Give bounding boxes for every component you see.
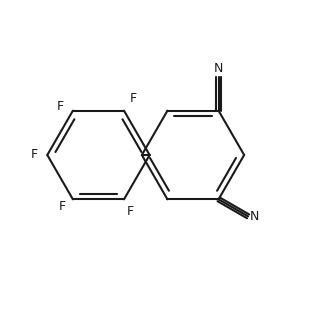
Text: N: N xyxy=(250,210,259,223)
Text: N: N xyxy=(214,62,223,75)
Text: F: F xyxy=(56,100,64,113)
Text: F: F xyxy=(59,200,66,213)
Text: F: F xyxy=(31,148,38,162)
Text: F: F xyxy=(127,206,134,219)
Text: F: F xyxy=(130,92,137,105)
